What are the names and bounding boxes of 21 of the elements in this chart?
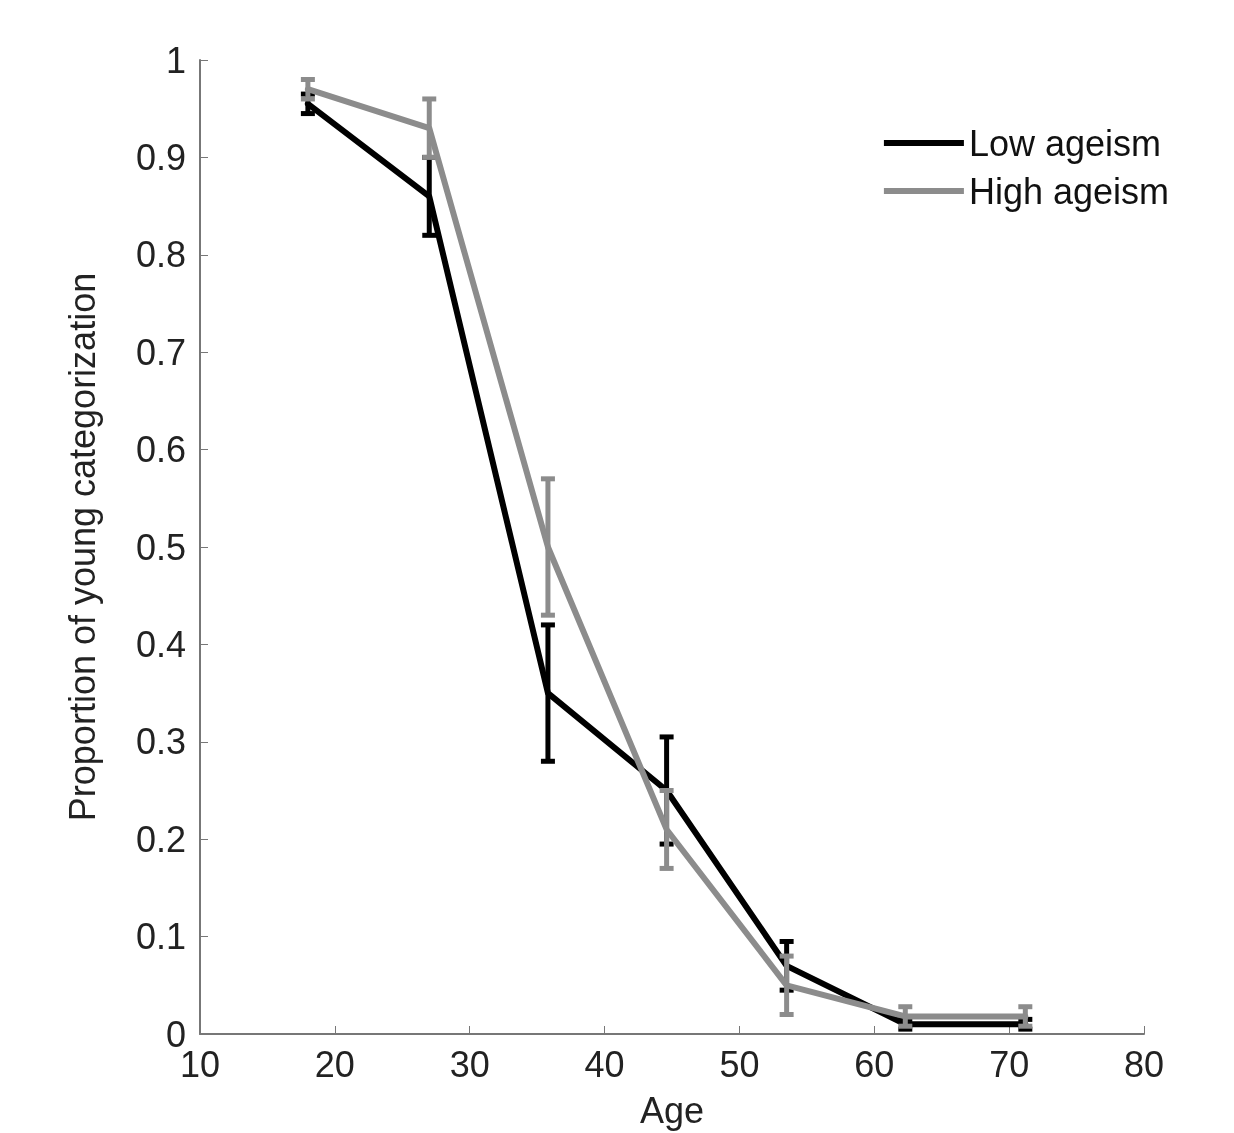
y-tick-label: 0.9 bbox=[135, 136, 186, 178]
y-tick-label: 0.3 bbox=[135, 721, 186, 763]
y-tick-label: 0.6 bbox=[135, 429, 186, 471]
x-tick-label: 20 bbox=[314, 1043, 355, 1085]
y-tick-label: 0.2 bbox=[135, 818, 186, 860]
y-tick-label: 0.1 bbox=[135, 916, 186, 958]
y-tick-label: 0.4 bbox=[135, 623, 186, 665]
x-tick-label: 30 bbox=[449, 1043, 490, 1085]
x-tick-label: 60 bbox=[854, 1043, 895, 1085]
x-axis-title: Age bbox=[639, 1089, 705, 1131]
y-tick-label: 0.7 bbox=[135, 331, 186, 373]
y-tick-label: 0.8 bbox=[135, 234, 186, 276]
x-tick-label: 80 bbox=[1123, 1043, 1165, 1085]
y-tick-label: 1 bbox=[165, 39, 186, 81]
legend-label: High ageism bbox=[968, 170, 1169, 212]
x-tick-label: 40 bbox=[584, 1043, 625, 1085]
legend-label: Low ageism bbox=[968, 122, 1161, 164]
x-tick-label: 50 bbox=[719, 1043, 760, 1085]
x-tick-label: 70 bbox=[989, 1043, 1030, 1085]
y-axis-title: Proportion of young categorization bbox=[61, 272, 103, 822]
y-tick-label: 0.5 bbox=[135, 526, 186, 568]
